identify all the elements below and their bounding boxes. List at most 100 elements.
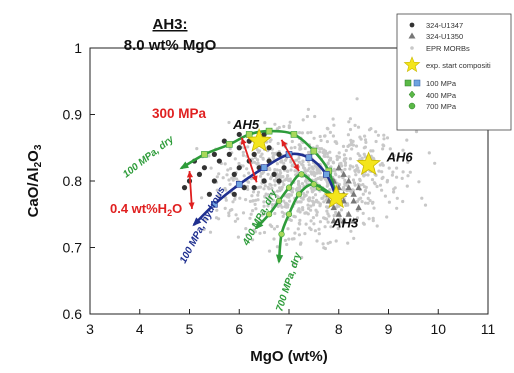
morb-point	[361, 183, 365, 187]
morb-point	[268, 139, 272, 144]
morb-point	[313, 174, 317, 178]
morb-point	[356, 125, 361, 129]
legend-marker-400	[408, 90, 416, 99]
morb-point	[405, 138, 409, 142]
morb-point	[331, 117, 335, 121]
morb-point	[216, 194, 220, 198]
morb-point	[263, 184, 267, 188]
morb-point	[326, 212, 330, 216]
morb-point	[380, 170, 384, 174]
morb-point	[370, 201, 375, 205]
legend-marker-700	[408, 102, 416, 110]
legend-marker-u1347	[409, 22, 415, 28]
legend-label-start: exp. start compositi	[426, 61, 491, 70]
legend-label-700: 700 MPa	[426, 102, 457, 111]
morb-point	[346, 144, 350, 148]
morb-point	[305, 114, 309, 119]
morb-point	[336, 226, 340, 231]
morb-point	[221, 176, 225, 180]
morb-point	[313, 229, 317, 233]
morb-point	[355, 97, 359, 101]
morb-point	[214, 216, 219, 220]
u1347-point	[276, 151, 282, 157]
morb-point	[315, 210, 319, 214]
morb-point	[242, 174, 246, 178]
morb-point	[364, 140, 368, 144]
morb-point	[372, 181, 376, 185]
morb-point	[324, 198, 328, 202]
morb-point	[259, 154, 263, 158]
morb-point	[312, 171, 316, 175]
path-100mpa-dry-arrowhead	[179, 161, 189, 170]
pressure-arrow-2-head	[281, 139, 288, 147]
morb-point	[289, 218, 293, 222]
morb-point	[367, 191, 372, 195]
morb-point	[317, 232, 321, 236]
morb-point	[282, 161, 286, 165]
morb-point	[283, 238, 287, 242]
x-tick-label: 5	[186, 321, 194, 337]
morb-point	[268, 182, 272, 186]
morb-point	[282, 183, 286, 187]
morb-point	[306, 212, 310, 216]
morb-point	[371, 219, 375, 223]
morb-point	[363, 138, 368, 142]
morb-point	[215, 175, 219, 179]
path-marker	[266, 211, 273, 218]
morb-point	[354, 173, 358, 177]
morb-point	[301, 159, 305, 163]
morb-point	[255, 148, 259, 152]
morb-point	[395, 206, 399, 210]
legend-marker-morb	[410, 46, 414, 50]
u1350-point	[330, 204, 337, 211]
morb-point	[235, 177, 239, 181]
morb-point	[346, 241, 350, 245]
y-tick-label: 0.9	[63, 107, 83, 123]
morb-point	[335, 157, 339, 162]
morb-point	[251, 238, 255, 242]
experiment-paths	[179, 127, 338, 264]
morb-point	[321, 242, 325, 246]
path-marker	[265, 127, 273, 135]
morb-point	[215, 188, 219, 192]
path-marker	[298, 171, 305, 178]
u1350-point	[350, 197, 357, 204]
morb-point	[227, 211, 231, 215]
morb-point	[229, 167, 233, 171]
morb-point	[315, 171, 319, 175]
morb-point	[306, 150, 311, 155]
morb-point	[261, 157, 265, 161]
path-marker	[285, 211, 293, 218]
morb-point	[252, 160, 257, 164]
morb-point	[392, 190, 396, 194]
morb-point	[208, 230, 213, 234]
morb-point	[276, 189, 280, 193]
morb-point	[397, 155, 401, 159]
morb-point	[303, 232, 307, 236]
morb-point	[395, 196, 399, 200]
morb-point	[318, 134, 322, 139]
morb-point	[363, 155, 367, 159]
morb-point	[320, 196, 324, 200]
morb-point	[267, 187, 271, 191]
morb-point	[387, 166, 391, 170]
morb-point	[227, 120, 231, 125]
chart-title: AH3:	[152, 16, 187, 33]
legend-label-morb: EPR MORBs	[426, 44, 470, 53]
morb-point	[297, 131, 302, 135]
morb-point	[287, 195, 291, 199]
morb-point	[318, 204, 322, 208]
morb-point	[331, 169, 335, 173]
path-marker	[310, 181, 317, 188]
start-star-ah3	[323, 184, 349, 209]
u1347-point	[266, 145, 272, 151]
morb-point	[347, 175, 351, 179]
x-tick-label: 11	[481, 321, 496, 337]
morb-point	[290, 139, 294, 144]
morb-point	[291, 187, 295, 191]
u1347-point	[251, 185, 257, 191]
y-tick-label: 0.7	[63, 240, 83, 256]
morb-point	[293, 231, 297, 235]
morb-point	[334, 210, 338, 215]
morb-point	[388, 147, 392, 151]
